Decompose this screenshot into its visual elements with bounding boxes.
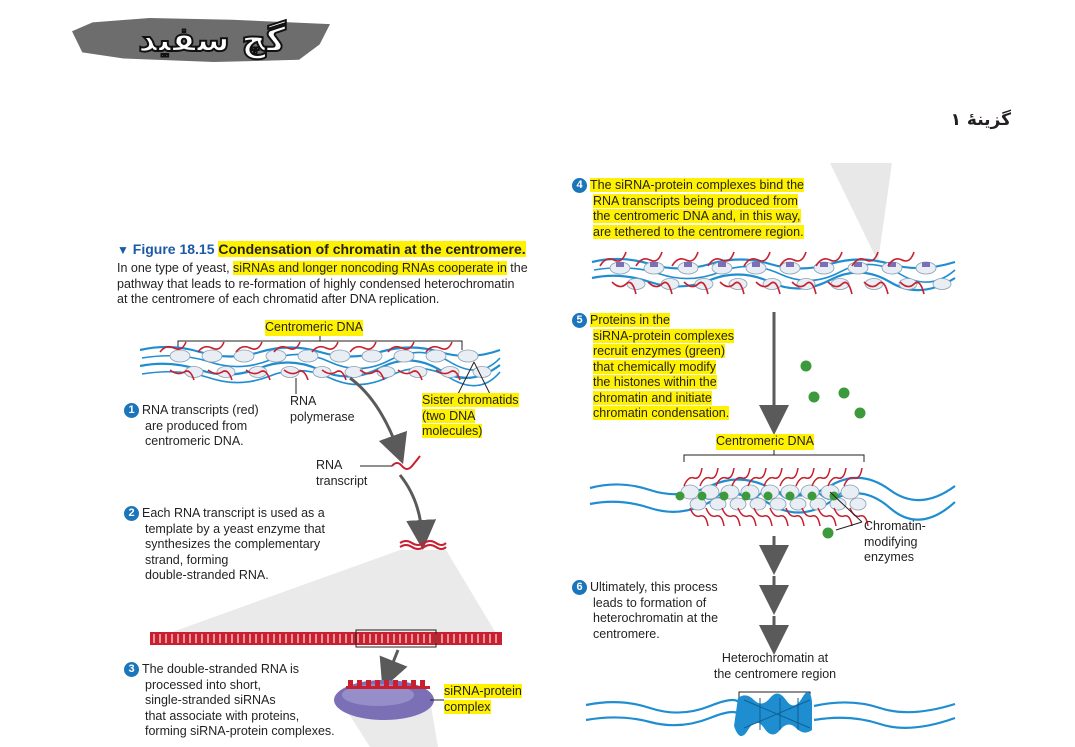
step-badge-6: 6 [572,580,587,595]
step-3: 3 The double-stranded RNA is processed in… [124,662,335,740]
label-rna-polymerase: RNA polymerase [290,394,355,424]
logo-brush-stroke [72,18,330,62]
option-label: گزینهٔ ۱ [950,110,1011,130]
dsrna-ladder [150,632,502,645]
step-1: 1 RNA transcripts (red) are produced from… [124,403,259,450]
label-sister-chromatids: Sister chromatids (two DNA molecules) [422,393,519,438]
figure-number: Figure 18.15 [132,241,215,257]
figure-title: ▼ Figure 18.15 Condensation of chromatin… [117,241,526,257]
logo-text: گچ سفید [137,19,287,61]
sirna-protein-complex-shape [334,680,434,720]
rna-transcripts-top [159,341,461,381]
caption-line-2: pathway that leads to re-formation of hi… [117,276,515,291]
label-centromeric-dna-top: Centromeric DNA [265,320,363,336]
caption-line-1: In one type of yeast, siRNAs and longer … [117,261,528,275]
step-badge-5: 5 [572,313,587,328]
step-4: 4 The siRNA-protein complexes bind the RN… [572,178,804,240]
label-centromeric-dna-right: Centromeric DNA [716,434,814,450]
label-chromatin-modifying-enzymes: Chromatin- modifying enzymes [864,519,926,564]
magnify-wedge [150,550,500,640]
caption-line-3: at the centromere of each chromatid afte… [117,292,440,306]
step-badge-1: 1 [124,403,139,418]
figure-caption: In one type of yeast, siRNAs and longer … [117,261,528,308]
free-enzymes [800,360,866,419]
step-badge-3: 3 [124,662,139,677]
step-6: 6 Ultimately, this process leads to forma… [572,580,718,642]
label-sirna-protein-complex: siRNA-protein complex [444,684,522,714]
rna-transcript-free [391,455,421,470]
step-badge-2: 2 [124,506,139,521]
step-badge-4: 4 [572,178,587,193]
label-heterochromatin: Heterochromatin at the centromere region [713,651,837,681]
heterochromatin [585,691,956,737]
centromeric-dna-bracket-right [683,454,865,462]
arrow-to-transcript [349,376,408,465]
figure-arrow-icon: ▼ [117,243,129,257]
label-rna-transcript: RNA transcript [316,458,368,488]
step-2: 2 Each RNA transcript is used as a templa… [124,506,325,584]
dsrna-ladder-rungs [153,634,497,643]
rna-transcripts-right-top [599,251,925,295]
brand-logo: گچ سفید [72,12,332,70]
figure-title-text: Condensation of chromatin at the centrom… [218,241,526,257]
step-5: 5 Proteins in the siRNA-protein complexes… [572,313,735,422]
arrow-to-dsrna [398,474,437,550]
nucleosomes-top [169,349,492,378]
